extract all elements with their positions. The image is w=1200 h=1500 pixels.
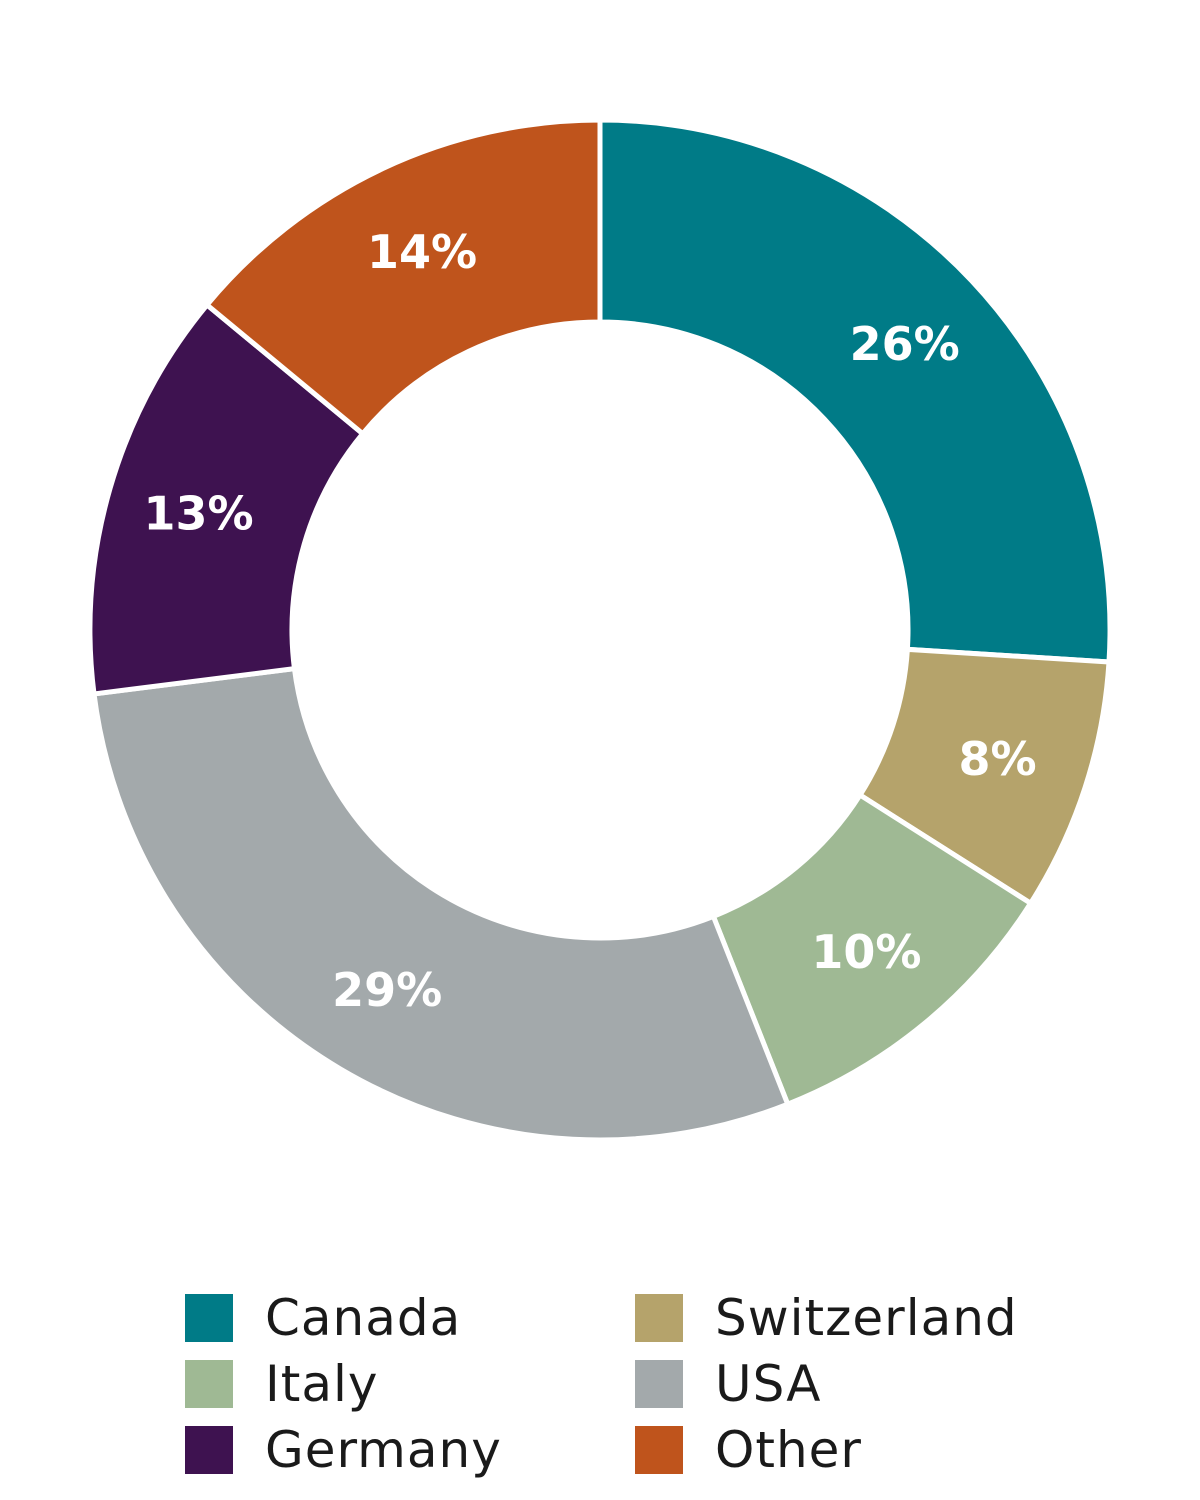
legend-swatch bbox=[185, 1360, 233, 1408]
legend-swatch bbox=[635, 1360, 683, 1408]
legend-item-switzerland: Switzerland bbox=[635, 1289, 1018, 1347]
legend: Canada Switzerland Italy USA Germany Other bbox=[185, 1289, 1085, 1490]
slice-canada bbox=[597, 117, 1113, 665]
slice-label-usa: 29% bbox=[332, 963, 442, 1017]
legend-label: Other bbox=[715, 1421, 862, 1479]
slice-label-other: 14% bbox=[367, 225, 477, 279]
legend-label: Germany bbox=[265, 1421, 502, 1479]
legend-item-italy: Italy bbox=[185, 1355, 379, 1413]
slice-usa bbox=[91, 665, 791, 1143]
slice-label-italy: 10% bbox=[811, 925, 921, 979]
legend-item-canada: Canada bbox=[185, 1289, 462, 1347]
legend-item-germany: Germany bbox=[185, 1421, 502, 1479]
slices bbox=[87, 117, 1113, 1143]
legend-label: Italy bbox=[265, 1355, 379, 1413]
legend-swatch bbox=[635, 1426, 683, 1474]
legend-item-other: Other bbox=[635, 1421, 862, 1479]
legend-swatch bbox=[185, 1294, 233, 1342]
slice-label-switzerland: 8% bbox=[958, 732, 1036, 786]
slice-label-germany: 13% bbox=[144, 486, 254, 540]
legend-label: USA bbox=[715, 1355, 822, 1413]
slice-other bbox=[203, 117, 603, 438]
legend-label: Canada bbox=[265, 1289, 462, 1347]
legend-label: Switzerland bbox=[715, 1289, 1018, 1347]
legend-item-usa: USA bbox=[635, 1355, 822, 1413]
donut-chart: 26% 8% 10% 29% 13% 14% bbox=[87, 117, 1113, 1143]
slice-germany bbox=[87, 301, 367, 697]
legend-swatch bbox=[185, 1426, 233, 1474]
slice-label-canada: 26% bbox=[850, 317, 960, 371]
legend-swatch bbox=[635, 1294, 683, 1342]
slice-labels: 26% 8% 10% 29% 13% 14% bbox=[144, 225, 1037, 1017]
